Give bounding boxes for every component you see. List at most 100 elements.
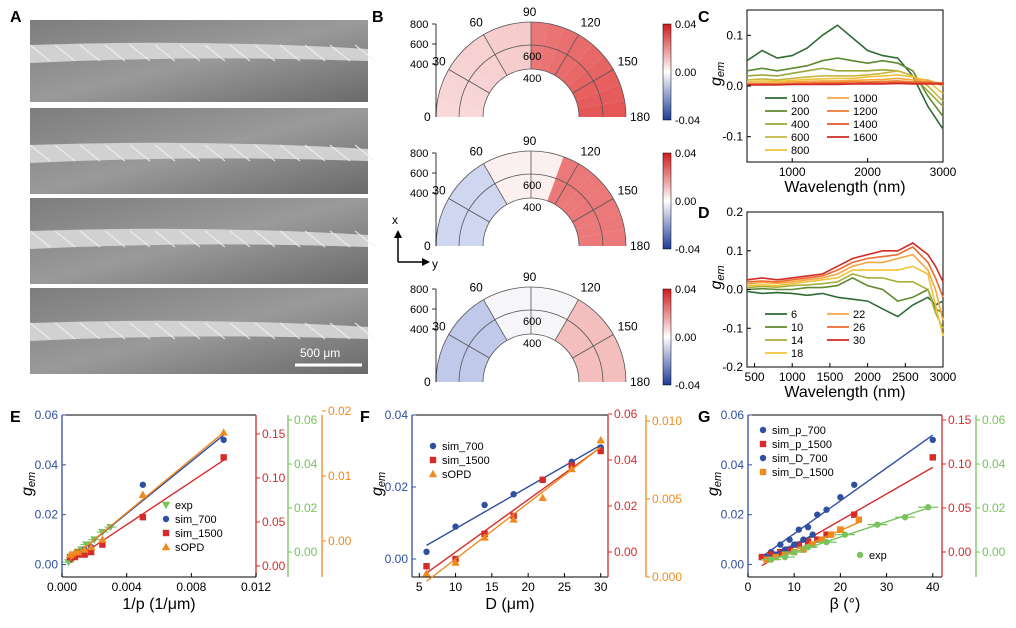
fiber-twist — [179, 144, 201, 162]
data-point — [856, 551, 864, 559]
right-tick-label: 0.04 — [614, 453, 638, 467]
angle-label: 90 — [523, 270, 537, 284]
data-point — [567, 464, 576, 473]
legend-label: 200 — [791, 106, 809, 118]
y-tick-label: -0.1 — [722, 321, 743, 335]
legend-label: sOPD — [442, 469, 471, 481]
radial-tick-label: 400 — [410, 324, 428, 336]
right-tick-label: 0.04 — [982, 457, 1006, 471]
data-point — [777, 541, 784, 548]
data-point — [823, 506, 830, 513]
data-point — [855, 516, 863, 523]
data-point — [924, 504, 932, 511]
fiber-twist — [104, 44, 126, 62]
y-tick-label: 0.02 — [35, 508, 59, 522]
polar-sector — [458, 309, 501, 352]
polar-sector — [441, 69, 490, 101]
data-point — [759, 468, 767, 476]
polar-sector — [448, 320, 495, 358]
polar-sector — [469, 163, 507, 210]
polar-sector — [555, 299, 593, 346]
panel-letter-F: F — [360, 409, 370, 426]
data-point — [804, 523, 812, 531]
fiber-twist — [254, 144, 276, 162]
legend-label: 1000 — [853, 93, 877, 105]
data-point — [841, 531, 849, 538]
data-point — [823, 538, 830, 546]
fiber-twist — [329, 44, 351, 62]
radial-tick-label: 800 — [410, 284, 428, 296]
fiber-twist — [154, 322, 176, 340]
right-tick-label: 0.15 — [948, 413, 972, 427]
fiber-twist — [154, 44, 176, 62]
inner-tick-label: 400 — [523, 202, 541, 214]
polar-sector — [436, 100, 484, 117]
legend-label: 1200 — [853, 106, 877, 118]
y-tick-label: 0.1 — [726, 244, 743, 258]
right-tick-label: 0.05 — [262, 515, 286, 529]
angle-label: 150 — [618, 184, 638, 198]
inner-tick-label: 600 — [523, 180, 541, 192]
fiber-twist — [279, 230, 301, 248]
fiber-twist — [179, 230, 201, 248]
colorbar-tick-label: -0.04 — [675, 115, 700, 127]
y-axis-label-sub: em — [715, 265, 727, 280]
x-tick-label: 2000 — [854, 165, 881, 179]
legend-label: sim_D_1500 — [772, 467, 834, 479]
x-axis-label: 1/p (1/μm) — [122, 596, 195, 613]
polar-sector — [436, 229, 484, 246]
fiber-twist — [54, 322, 76, 340]
angle-label: 30 — [432, 320, 446, 334]
polar-sector — [448, 184, 495, 222]
colorbar — [662, 152, 672, 250]
polar-sector — [555, 163, 593, 210]
right-tick-label: 0.06 — [294, 413, 318, 427]
data-point — [138, 490, 148, 498]
polar-sector — [578, 365, 626, 382]
right-tick-label: 0.00 — [614, 545, 638, 559]
y-tick-label: 0.2 — [726, 205, 743, 219]
data-point — [451, 558, 460, 566]
polar-spoke — [448, 334, 490, 359]
data-point — [790, 541, 798, 548]
chart-e: 0.00 0.02 0.04 0.06 0.00 0.05 0.10 0.15 0.00 0.02… — [19, 404, 352, 613]
angle-label: 120 — [581, 144, 601, 158]
polar-sector — [572, 198, 621, 230]
right-tick-label: 0.02 — [294, 501, 318, 515]
y-tick-label: 0.02 — [385, 480, 409, 494]
angle-label: 90 — [523, 5, 537, 19]
series-line — [746, 24, 944, 130]
x-tick-label: 20 — [834, 580, 848, 594]
chart-c: 1000 2000 3000 0.1 0.0 -0.1 Wavelength (nm) gem… — [708, 9, 957, 196]
y-tick-label: -0.1 — [722, 130, 743, 144]
data-point — [767, 556, 775, 563]
colorbar-tick-label: -0.04 — [675, 244, 700, 256]
panel-letter-C: C — [698, 9, 710, 26]
series-line — [746, 77, 944, 87]
data-point — [161, 501, 171, 510]
fiber-twist — [279, 144, 301, 162]
plot-frame — [746, 9, 944, 163]
x-tick-label: 1500 — [817, 370, 844, 384]
data-point — [73, 547, 83, 556]
radial-tick-label: 400 — [410, 59, 428, 71]
fiber-twist — [254, 230, 276, 248]
x-tick-label: 0.012 — [241, 580, 271, 594]
series-line — [746, 67, 944, 107]
legend-label: exp — [175, 500, 193, 512]
angle-label: 30 — [432, 184, 446, 198]
x-tick-label: 2500 — [892, 370, 919, 384]
x-tick-label: 40 — [926, 580, 940, 594]
polar-spoke — [448, 198, 490, 223]
polar-spoke — [572, 198, 614, 223]
right-tick-label: 0.00 — [262, 559, 286, 573]
polar-sector — [572, 69, 621, 101]
x-axis-label: Wavelength (nm) — [784, 384, 905, 401]
fit-line — [426, 446, 602, 582]
fiber-twist — [79, 44, 101, 62]
series-line — [746, 290, 944, 318]
data-point — [481, 501, 488, 509]
data-point — [219, 428, 228, 436]
polar-sector — [561, 173, 604, 216]
polar-sector — [572, 334, 621, 366]
